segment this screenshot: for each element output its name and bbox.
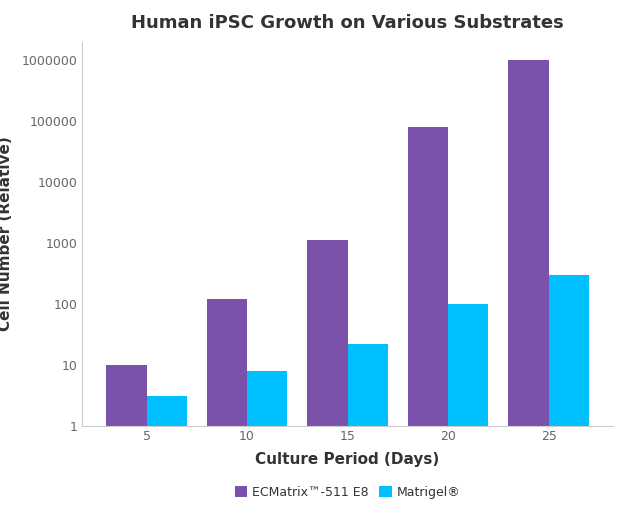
Bar <box>348 344 388 519</box>
Legend: ECMatrix™-511 E8, Matrigel®: ECMatrix™-511 E8, Matrigel® <box>230 481 465 504</box>
Bar <box>549 275 589 519</box>
Bar <box>247 371 288 519</box>
Y-axis label: Cell Number (Relative): Cell Number (Relative) <box>0 136 13 331</box>
X-axis label: Culture Period (Days): Culture Period (Days) <box>255 452 440 467</box>
Bar <box>408 127 448 519</box>
Bar <box>147 397 186 519</box>
Bar <box>509 60 549 519</box>
Title: Human iPSC Growth on Various Substrates: Human iPSC Growth on Various Substrates <box>131 13 564 32</box>
Bar <box>307 240 348 519</box>
Bar <box>448 304 489 519</box>
Bar <box>207 299 247 519</box>
Bar <box>106 365 147 519</box>
